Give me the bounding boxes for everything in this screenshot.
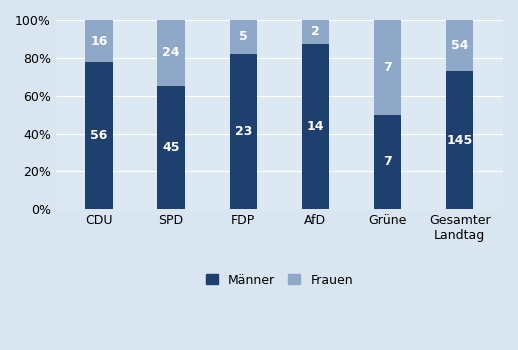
Legend: Männer, Frauen: Männer, Frauen — [201, 268, 358, 292]
Bar — [374, 20, 401, 115]
Bar — [374, 115, 401, 209]
Bar — [446, 71, 473, 209]
Text: 2: 2 — [311, 25, 320, 38]
Bar — [157, 86, 185, 209]
Bar — [229, 20, 257, 54]
Text: 56: 56 — [90, 129, 108, 142]
Bar — [85, 62, 113, 209]
Text: 5: 5 — [239, 30, 248, 43]
Text: 23: 23 — [235, 125, 252, 138]
Text: 24: 24 — [163, 47, 180, 60]
Text: 145: 145 — [447, 134, 473, 147]
Text: 45: 45 — [163, 141, 180, 154]
Bar — [301, 44, 329, 209]
Bar — [157, 20, 185, 86]
Bar — [229, 54, 257, 209]
Bar — [85, 20, 113, 62]
Text: 7: 7 — [383, 61, 392, 74]
Text: 14: 14 — [307, 120, 324, 133]
Bar — [301, 20, 329, 44]
Text: 7: 7 — [383, 155, 392, 168]
Text: 54: 54 — [451, 39, 468, 52]
Bar — [446, 20, 473, 71]
Text: 16: 16 — [90, 35, 108, 48]
